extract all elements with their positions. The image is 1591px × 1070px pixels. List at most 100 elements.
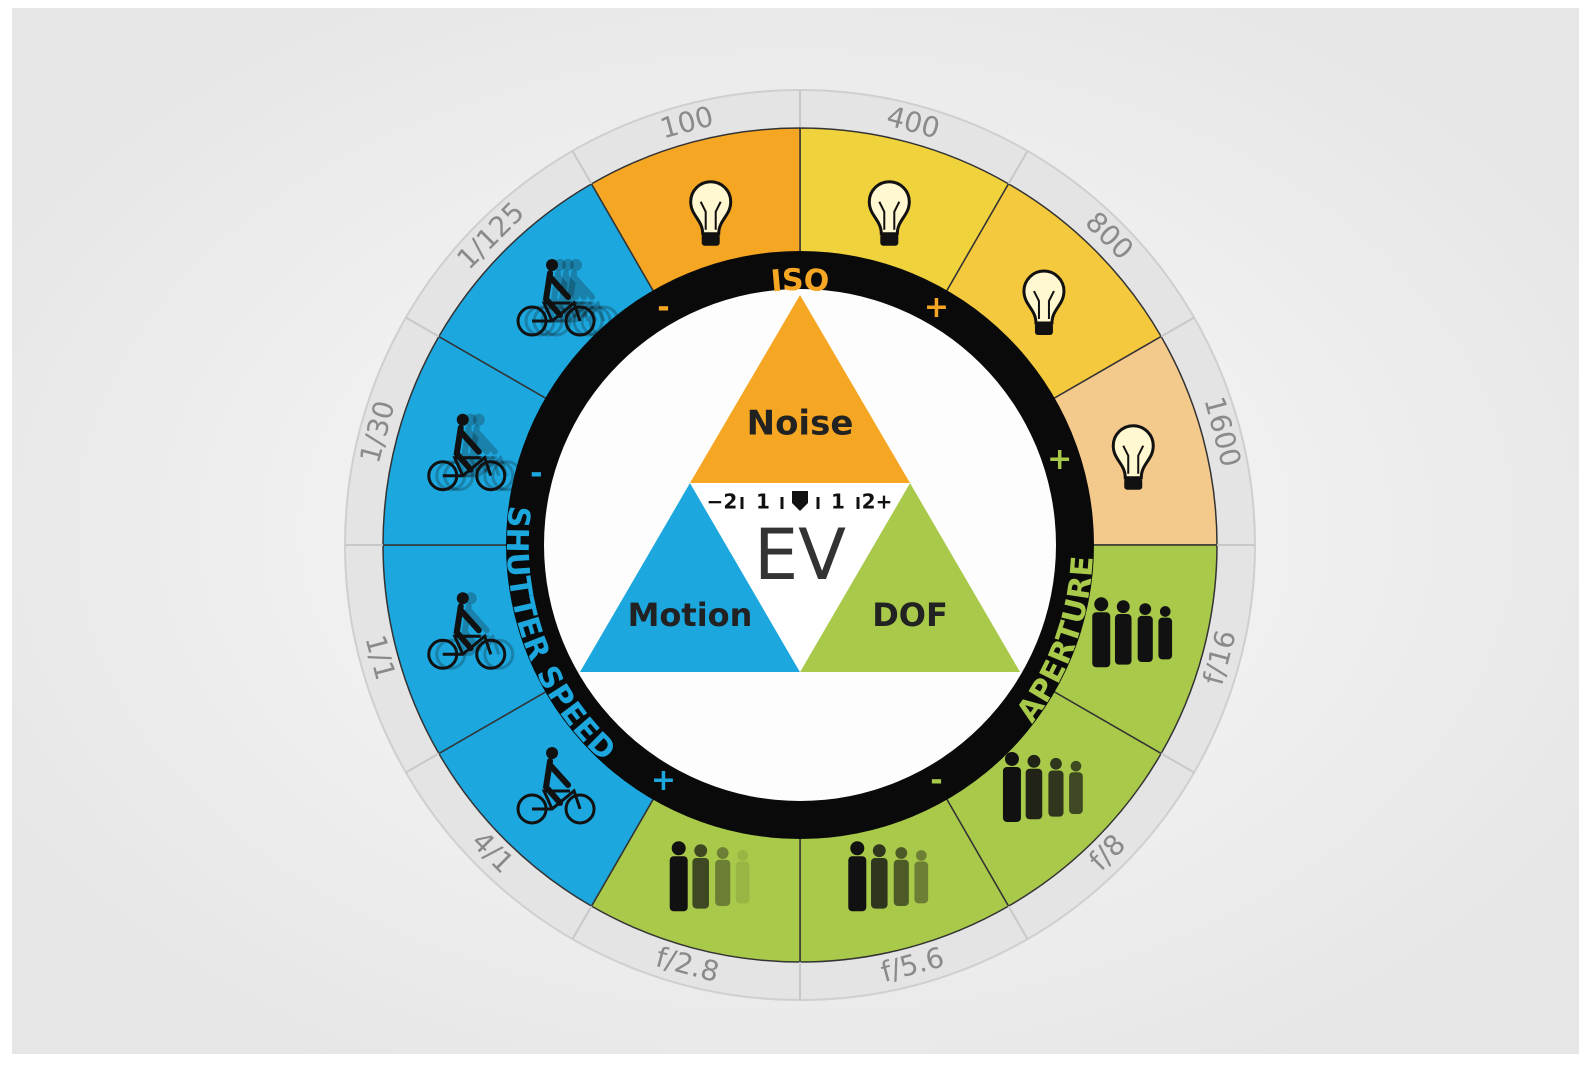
person-head [1050, 757, 1062, 770]
ev-label: EV [754, 514, 846, 596]
person-body [1025, 768, 1043, 820]
ring-divider [405, 752, 440, 774]
ev-scale-label: 1 [831, 490, 845, 514]
person-body [893, 859, 909, 906]
ring-title-text: ISO [769, 262, 830, 299]
person-head [694, 844, 708, 858]
person-body [1158, 617, 1173, 660]
rider [453, 424, 482, 473]
bike-wheel [483, 460, 515, 492]
person-head [895, 847, 908, 859]
icon [427, 413, 523, 492]
person-body [871, 858, 888, 909]
icon [427, 592, 515, 670]
rider [453, 603, 482, 652]
bulb-base [701, 233, 720, 246]
sign: + [1047, 442, 1072, 477]
rider-head [570, 259, 583, 272]
bulb-icon [689, 180, 733, 236]
ev-scale-label: 2+ [862, 490, 893, 514]
bulb-icon [1022, 269, 1066, 325]
person-body [735, 861, 750, 904]
bulb-icon [867, 180, 911, 236]
ev-marker [792, 491, 808, 511]
person-body [848, 856, 867, 912]
person-head [1004, 751, 1019, 766]
rider [542, 270, 572, 319]
person-head [1094, 597, 1109, 612]
wheel: 4008001600f/16f/8f/5.6f/2.84/11/11/301/1… [344, 89, 1256, 1001]
rider [542, 757, 572, 806]
bike-wheel [475, 638, 507, 670]
icon [689, 180, 733, 246]
person-body [669, 856, 688, 912]
triangle-label: Noise [747, 404, 854, 444]
person-head [671, 841, 686, 856]
sign: + [651, 763, 676, 798]
person-head [850, 841, 865, 856]
noise-triangle [690, 295, 910, 483]
bulb-filament [878, 201, 901, 230]
person-head [1027, 754, 1041, 768]
ring-divider [571, 905, 593, 940]
rider-head [472, 413, 485, 426]
rider-head [546, 259, 559, 272]
triangle-label: DOF [872, 596, 948, 634]
bike-wheel [483, 638, 515, 670]
person-body [1114, 614, 1132, 665]
icon [516, 746, 596, 825]
bulb-filament [1033, 290, 1055, 320]
person-body [692, 858, 709, 909]
bulb-filament [699, 201, 722, 230]
icon [1111, 424, 1155, 490]
bike-frame [442, 455, 493, 478]
icon [669, 841, 750, 912]
rider-head [562, 259, 575, 272]
person-head [915, 850, 927, 861]
icon [867, 180, 911, 246]
bulb-base [880, 233, 899, 246]
ring-divider [571, 150, 593, 185]
bulb-base [1034, 323, 1053, 336]
ring-divider [405, 316, 440, 338]
motion-triangle [580, 483, 800, 672]
icon [516, 259, 620, 337]
person-body [1002, 766, 1021, 822]
dof-triangle [800, 483, 1020, 672]
ev-triangle [690, 483, 910, 672]
bike-wheel [564, 305, 596, 337]
person-head [737, 850, 749, 861]
person-body [1137, 615, 1153, 663]
person-body [1069, 772, 1083, 815]
bike-wheel [572, 305, 604, 337]
person-head [1070, 760, 1082, 772]
sign: + [924, 290, 949, 325]
rider-head [546, 746, 559, 759]
ring-divider [1007, 150, 1029, 185]
person-body [715, 859, 731, 906]
person-head [872, 844, 886, 858]
person-head [716, 847, 729, 859]
bulb-base [1124, 477, 1143, 490]
rider-head [456, 592, 469, 605]
person-body [1092, 612, 1111, 668]
sign: - [530, 456, 542, 491]
bike-frame [532, 788, 582, 811]
ev-scale-tick [856, 497, 860, 509]
bike-frame [532, 300, 582, 323]
person-head [1139, 603, 1152, 615]
triangle-label: Motion [628, 596, 753, 634]
icon [1092, 597, 1173, 668]
ring-divider [1160, 316, 1195, 338]
ev-scale-tick [816, 497, 820, 509]
icon [1002, 751, 1083, 822]
ev-scale-tick [740, 497, 744, 509]
person-head [1159, 606, 1171, 617]
ring-title: ISO [769, 262, 830, 299]
sign: - [657, 290, 669, 325]
person-body [914, 861, 929, 904]
bike-frame [442, 633, 493, 656]
rider-head [456, 413, 469, 426]
icon [1022, 269, 1066, 336]
bike-wheel [475, 460, 507, 492]
